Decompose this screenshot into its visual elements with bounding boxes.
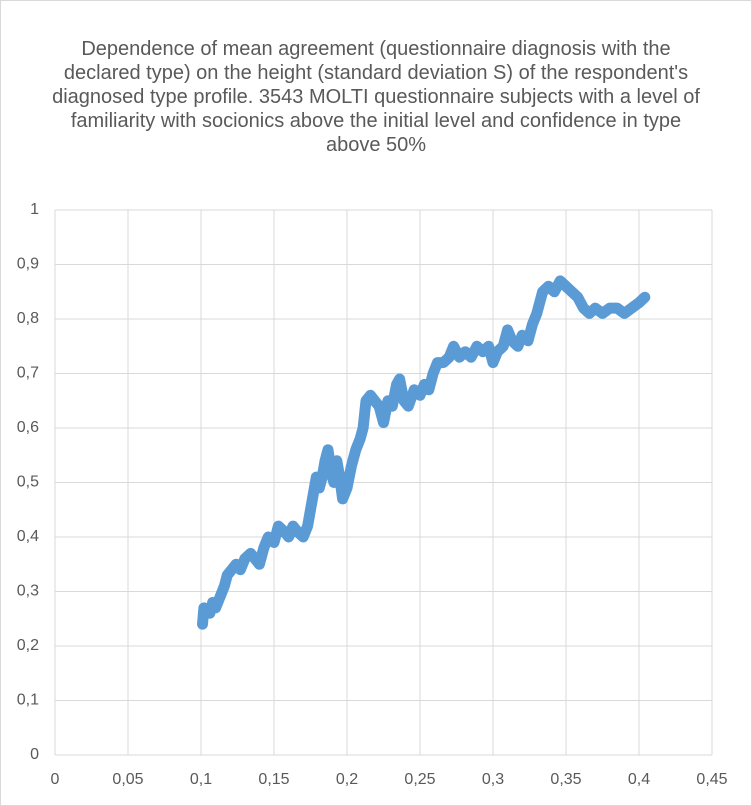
y-tick-label: 0,4 (17, 528, 39, 545)
y-tick-label: 0,2 (17, 637, 39, 654)
y-tick-label: 0 (30, 746, 39, 763)
x-tick-label: 0,05 (112, 771, 143, 788)
x-tick-label: 0,1 (190, 771, 212, 788)
y-tick-label: 0,3 (17, 583, 39, 600)
y-tick-label: 0,7 (17, 365, 39, 382)
y-tick-label: 0,9 (17, 256, 39, 273)
x-tick-label: 0,3 (482, 771, 504, 788)
chart-title: Dependence of mean agreement (questionna… (52, 38, 700, 156)
y-tick-label: 1 (30, 201, 39, 218)
y-tick-label: 0,1 (17, 692, 39, 709)
x-tick-label: 0,35 (550, 771, 581, 788)
data-line (197, 275, 651, 630)
y-tick-label: 0,6 (17, 419, 39, 436)
x-tick-label: 0,2 (336, 771, 358, 788)
x-tick-label: 0 (51, 771, 60, 788)
y-tick-label: 0,8 (17, 310, 39, 327)
x-tick-label: 0,45 (696, 771, 727, 788)
x-tick-label: 0,4 (628, 771, 650, 788)
x-tick-label: 0,25 (404, 771, 435, 788)
x-tick-label: 0,15 (258, 771, 289, 788)
y-tick-label: 0,5 (17, 474, 39, 491)
